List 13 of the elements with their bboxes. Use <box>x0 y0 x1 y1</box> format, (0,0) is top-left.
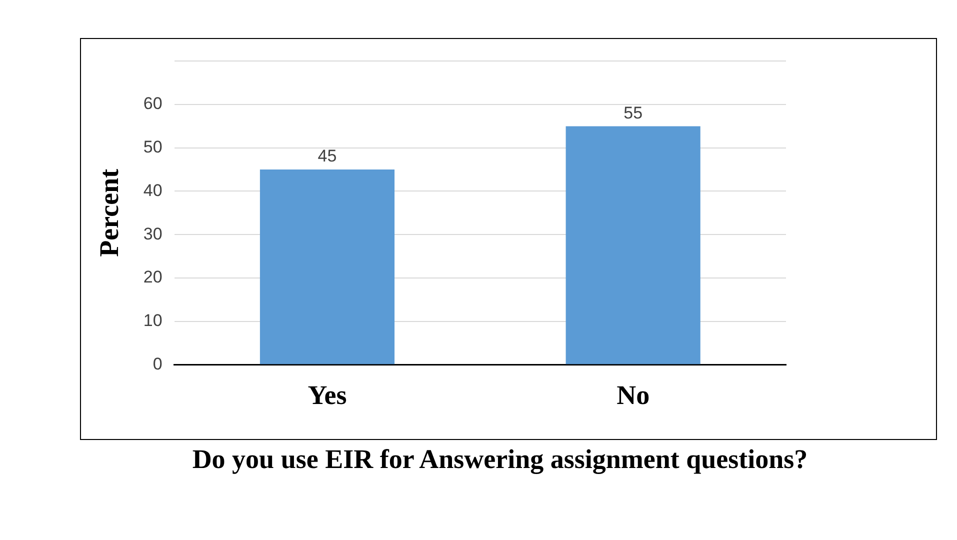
y-tick-label: 20 <box>143 268 162 287</box>
y-tick-label: 10 <box>143 310 162 330</box>
x-tick-label: Yes <box>308 380 347 410</box>
y-tick-label: 60 <box>143 94 162 114</box>
data-label: 45 <box>318 146 337 166</box>
y-tick-label: 0 <box>152 354 162 374</box>
data-label: 55 <box>624 103 643 122</box>
y-axis-title: Percent <box>94 168 124 257</box>
y-tick-label: 50 <box>143 138 162 157</box>
x-axis-title: Do you use EIR for Answering assignment questions? <box>191 444 809 475</box>
y-tick-label: 40 <box>143 180 162 200</box>
x-tick-label: No <box>616 380 650 410</box>
y-tick-label: 30 <box>143 224 162 244</box>
